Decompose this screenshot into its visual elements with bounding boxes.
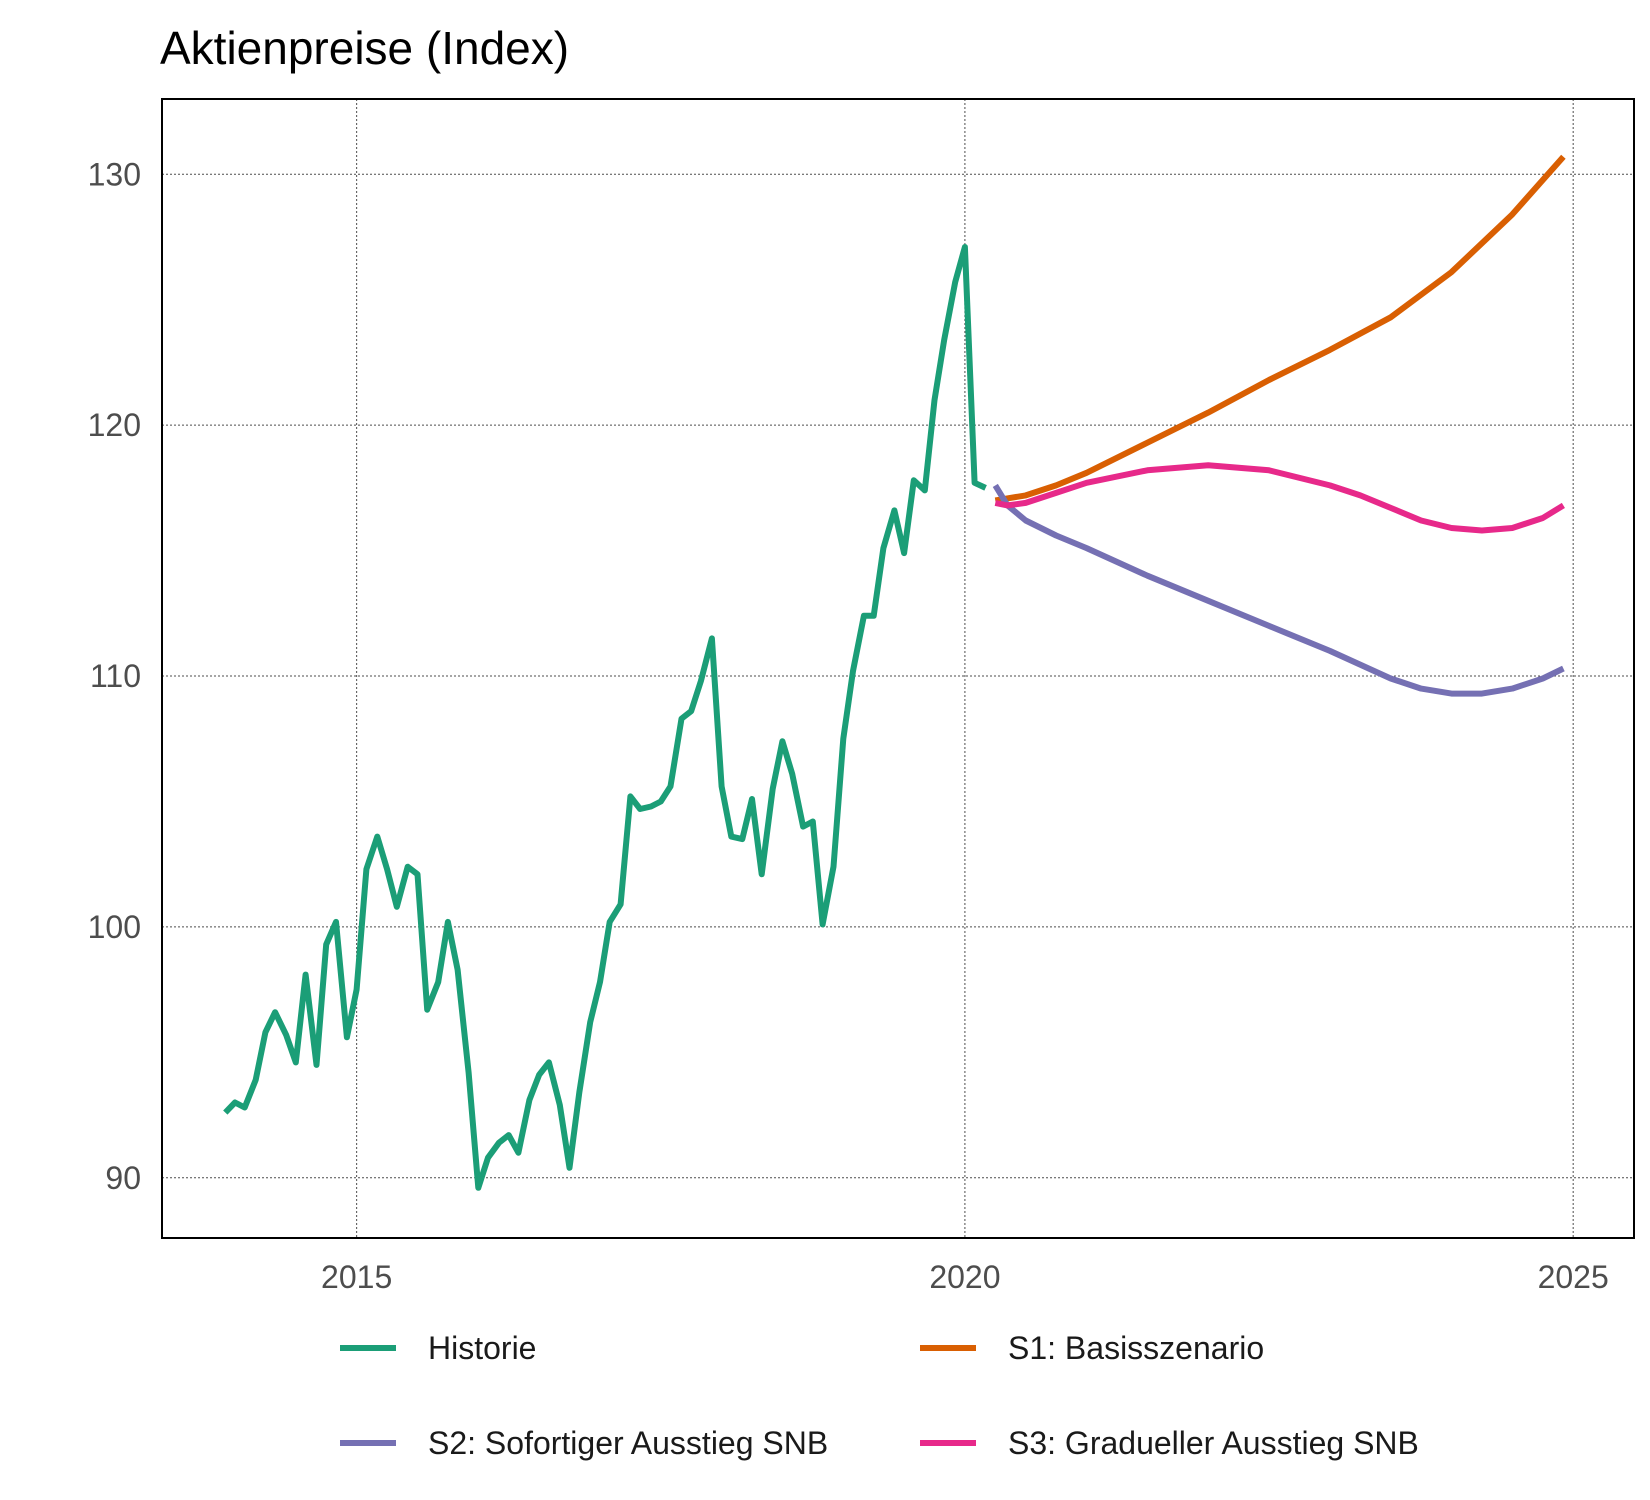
y-axis-ticks: 90 100 110 120 130: [88, 156, 141, 1196]
legend-label: Historie: [428, 1330, 536, 1366]
chart-title: Aktienpreise (Index): [160, 22, 569, 74]
series-lines: [223, 154, 1566, 1191]
legend: Historie S1: Basisszenario S2: Sofortiger …: [340, 1330, 1419, 1461]
x-tick-label: 2020: [929, 1259, 1000, 1295]
legend-label: S1: Basisszenario: [1008, 1330, 1264, 1366]
series-line-1: [223, 244, 987, 1191]
y-tick-label: 110: [90, 658, 141, 694]
x-tick-label: 2015: [321, 1259, 392, 1295]
legend-label: S2: Sofortiger Ausstieg SNB: [428, 1425, 828, 1461]
series-line-2: [994, 154, 1566, 504]
series-line-3: [992, 483, 1565, 697]
plot-frame: [161, 98, 1635, 1239]
grid: [162, 99, 1634, 1238]
y-tick-label: 90: [105, 1160, 141, 1196]
legend-label: S3: Gradueller Ausstieg SNB: [1008, 1425, 1419, 1461]
y-tick-label: 100: [88, 909, 141, 945]
series-line-4: [994, 462, 1565, 534]
x-axis-ticks: 2015 2020 2025: [321, 1259, 1609, 1295]
x-tick-label: 2025: [1538, 1259, 1609, 1295]
y-tick-label: 130: [88, 156, 141, 192]
y-tick-label: 120: [88, 407, 141, 443]
